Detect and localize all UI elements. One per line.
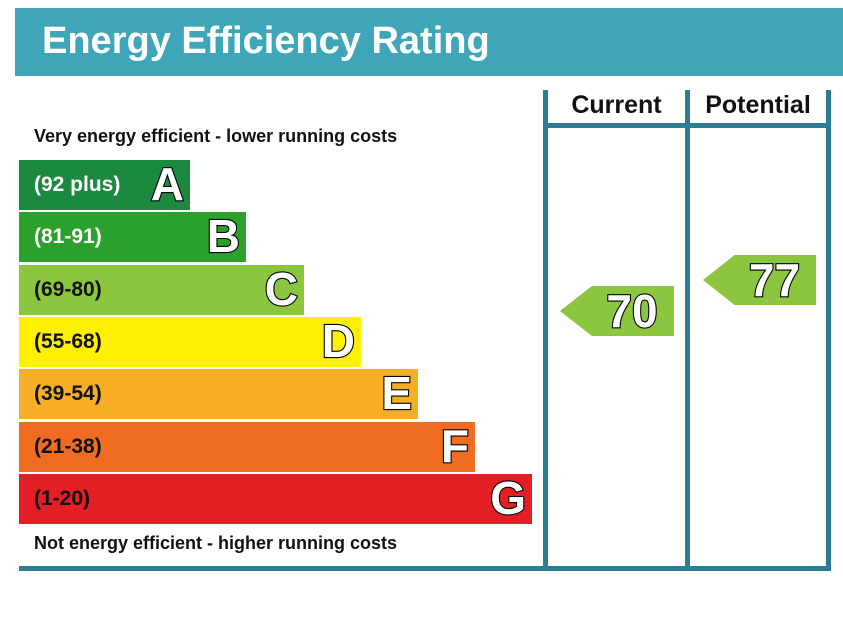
band-f: (21-38) F <box>19 418 475 473</box>
title-bar: Energy Efficiency Rating <box>15 8 843 76</box>
potential-rating-arrow: 77 <box>703 254 816 306</box>
column-header-rule <box>543 123 831 128</box>
column-divider-left <box>543 90 548 570</box>
column-header-current: Current <box>571 91 662 119</box>
bottom-caption: Not energy efficient - higher running co… <box>34 533 398 553</box>
band-g: (1-20) G <box>19 471 532 525</box>
band-range-label: (92 plus) <box>34 173 121 196</box>
band-range-label: (69-80) <box>34 277 102 301</box>
band-range-label: (55-68) <box>34 329 102 353</box>
band-letter: C <box>264 261 299 315</box>
bottom-rule <box>19 566 831 571</box>
band-range-label: (39-54) <box>34 382 102 406</box>
top-caption: Very energy efficient - lower running co… <box>34 126 398 146</box>
chart-title: Energy Efficiency Rating <box>42 20 490 62</box>
potential-rating-value: 77 <box>748 254 801 306</box>
current-rating-value: 70 <box>605 285 658 337</box>
band-letter: A <box>150 157 185 211</box>
band-range-label: (81-91) <box>34 225 102 249</box>
column-divider-middle <box>685 90 690 570</box>
band-d: (55-68) D <box>19 314 361 368</box>
current-rating-arrow: 70 <box>560 285 674 337</box>
band-letter: F <box>440 418 470 472</box>
band-e: (39-54) E <box>19 366 418 420</box>
band-c: (69-80) C <box>19 261 304 316</box>
column-divider-right <box>826 90 831 570</box>
band-b: (81-91) B <box>19 209 246 263</box>
band-letter: D <box>321 314 356 368</box>
band-letter: B <box>206 209 241 263</box>
band-range-label: (21-38) <box>34 434 102 458</box>
band-range-label: (1-20) <box>34 486 91 510</box>
band-a: (92 plus) A <box>19 157 190 211</box>
column-header-potential: Potential <box>705 91 811 119</box>
band-letter: G <box>489 471 527 525</box>
band-letter: E <box>380 366 413 420</box>
